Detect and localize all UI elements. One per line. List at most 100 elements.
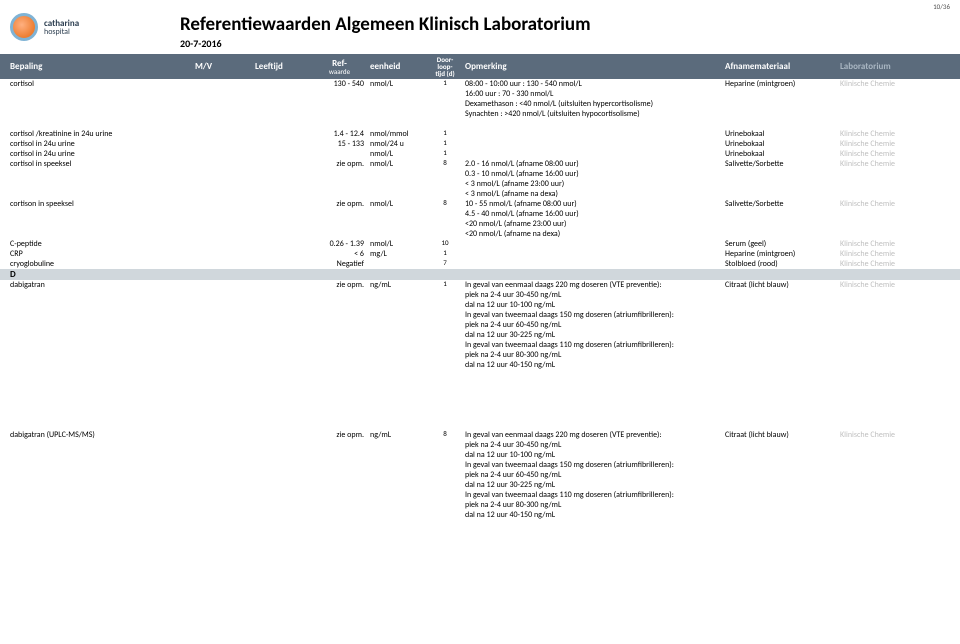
opm-line: 08:00 - 10:00 uur : 130 - 540 nmol/L (465, 79, 725, 89)
table-row: dabigatran (UPLC-MS/MS)zie opm.ng/mL8In … (0, 430, 960, 440)
cell-ref: Negatief (315, 259, 370, 269)
table-subrow: piek na 2-4 uur 80-300 ng/mL (0, 500, 960, 510)
cell-bepaling: cortisol in speeksel (10, 159, 195, 169)
cell-afn: Heparine (mintgroen) (725, 79, 840, 119)
page-header: catharina hospital Referentiewaarden Alg… (0, 11, 960, 54)
cell-lab: Klinische Chemie (840, 199, 950, 209)
cell-ref: 1.4 - 12.4 (315, 129, 370, 139)
cell-ref: zie opm. (315, 199, 370, 209)
table-row: dabigatranzie opm.ng/mL1In geval van een… (0, 280, 960, 290)
table-row: cortisol 130 - 540 nmol/L 1 08:00 - 10:0… (0, 79, 960, 119)
cell-eenheid: nmol/L (370, 149, 425, 159)
cell-eenheid: ng/mL (370, 430, 425, 440)
cell-mv (195, 199, 255, 209)
cell-eenheid: nmol/L (370, 239, 425, 249)
opm-line: 16:00 uur : 70 - 330 nmol/L (465, 89, 725, 99)
table-subrow: piek na 2-4 uur 60-450 ng/mL (0, 470, 960, 480)
opm-line: In geval van tweemaal daags 150 mg doser… (465, 460, 725, 470)
cell-ref (315, 149, 370, 159)
opm-line: In geval van tweemaal daags 110 mg doser… (465, 490, 725, 500)
cell-eenheid: nmol/L (370, 159, 425, 169)
hospital-logo: catharina hospital (10, 13, 180, 41)
cell-opm (465, 129, 725, 139)
table-row: C-peptide0.26 - 1.39nmol/L10Serum (geel)… (0, 239, 960, 249)
page-date: 20-7-2016 (180, 37, 950, 50)
opm-line: dal na 12 uur 30-225 ng/mL (465, 330, 725, 340)
cell-opm: In geval van eenmaal daags 220 mg dosere… (465, 280, 725, 290)
cell-ref: < 6 (315, 249, 370, 259)
cell-lab: Klinische Chemie (840, 129, 950, 139)
table-subrow: 4.5 - 40 nmol/L (afname 16:00 uur) (0, 209, 960, 219)
cell-bepaling: dabigatran (UPLC-MS/MS) (10, 430, 195, 440)
page-title: Referentiewaarden Algemeen Klinisch Labo… (180, 13, 950, 36)
cell-lab: Klinische Chemie (840, 249, 950, 259)
opm-line: <20 nmol/L (afname na dexa) (465, 229, 725, 239)
cell-bepaling: dabigatran (10, 280, 195, 290)
column-header-row: Bepaling M/V Leeftijd Ref-waarde eenheid… (0, 54, 960, 79)
table-row: cortisol in speekselzie opm.nmol/L82.0 -… (0, 159, 960, 169)
table-subrow: piek na 2-4 uur 30-450 ng/mL (0, 440, 960, 450)
col-ref: Ref-waarde (315, 59, 370, 75)
opm-line: 0.3 - 10 nmol/L (afname 16:00 uur) (465, 169, 725, 179)
cell-ref: zie opm. (315, 280, 370, 290)
cell-bepaling: C-peptide (10, 239, 195, 249)
cell-door: 7 (425, 259, 465, 269)
table-row: cortisol /kreatinine in 24u urine 1.4 - 1… (0, 129, 960, 139)
col-afname: Afnamemateriaal (725, 61, 840, 72)
cell-eenheid: ng/mL (370, 280, 425, 290)
cell-leeftijd (255, 149, 315, 159)
cell-bepaling: cortisol (10, 79, 195, 119)
cell-lab: Klinische Chemie (840, 79, 950, 119)
hospital-sub: hospital (44, 28, 79, 36)
cell-afn: Serum (geel) (725, 239, 840, 249)
opm-line: dal na 12 uur 10-100 ng/mL (465, 300, 725, 310)
cell-mv (195, 430, 255, 440)
cell-door: 8 (425, 159, 465, 169)
table-subrow: In geval van tweemaal daags 150 mg doser… (0, 460, 960, 470)
cell-afn: Urinebokaal (725, 139, 840, 149)
cell-bepaling: cortisol /kreatinine in 24u urine (10, 129, 195, 139)
cell-leeftijd (255, 79, 315, 119)
table-subrow: dal na 12 uur 10-100 ng/mL (0, 300, 960, 310)
opm-line: Synachten : >420 nmol/L (uitsluiten hypo… (465, 109, 725, 119)
cell-ref: 15 - 133 (315, 139, 370, 149)
opm-line: dal na 12 uur 30-225 ng/mL (465, 480, 725, 490)
table-row: cortisol in 24u urinenmol/L1UrinebokaalK… (0, 149, 960, 159)
col-opmerking: Opmerking (465, 61, 725, 72)
cell-leeftijd (255, 259, 315, 269)
cell-mv (195, 79, 255, 119)
table-subrow: In geval van tweemaal daags 110 mg doser… (0, 340, 960, 350)
opm-line: In geval van tweemaal daags 150 mg doser… (465, 310, 725, 320)
cell-ref: 0.26 - 1.39 (315, 239, 370, 249)
cell-leeftijd (255, 430, 315, 440)
cell-door: 1 (425, 79, 465, 119)
table-subrow: <20 nmol/L (afname na dexa) (0, 229, 960, 239)
cell-mv (195, 139, 255, 149)
opm-line: piek na 2-4 uur 60-450 ng/mL (465, 320, 725, 330)
opm-line: dal na 12 uur 10-100 ng/mL (465, 450, 725, 460)
opm-line: piek na 2-4 uur 80-300 ng/mL (465, 500, 725, 510)
cell-afn: Urinebokaal (725, 129, 840, 139)
table-subrow: In geval van tweemaal daags 150 mg doser… (0, 310, 960, 320)
cell-mv (195, 159, 255, 169)
cell-opm (465, 259, 725, 269)
cell-afn: Salivette/Sorbette (725, 199, 840, 209)
cell-lab: Klinische Chemie (840, 139, 950, 149)
cell-eenheid: nmol/L (370, 199, 425, 209)
opm-line: Dexamethason : <40 nmol/L (uitsluiten hy… (465, 99, 725, 109)
cell-leeftijd (255, 129, 315, 139)
table-row: cortison in speekselzie opm.nmol/L810 - … (0, 199, 960, 209)
opm-line: <20 nmol/L (afname 23:00 uur) (465, 219, 725, 229)
col-bepaling: Bepaling (10, 61, 195, 72)
cell-door: 8 (425, 199, 465, 209)
table-row: cryoglobulineNegatief7Stolbloed (rood)Kl… (0, 259, 960, 269)
section-letter: D (0, 269, 960, 280)
cell-ref: 130 - 540 (315, 79, 370, 119)
table-subrow: In geval van tweemaal daags 110 mg doser… (0, 490, 960, 500)
cell-lab: Klinische Chemie (840, 159, 950, 169)
cell-opm (465, 249, 725, 259)
table-subrow: piek na 2-4 uur 60-450 ng/mL (0, 320, 960, 330)
table-subrow: 0.3 - 10 nmol/L (afname 16:00 uur) (0, 169, 960, 179)
table-subrow: piek na 2-4 uur 80-300 ng/mL (0, 350, 960, 360)
cell-opm: In geval van eenmaal daags 220 mg dosere… (465, 430, 725, 440)
